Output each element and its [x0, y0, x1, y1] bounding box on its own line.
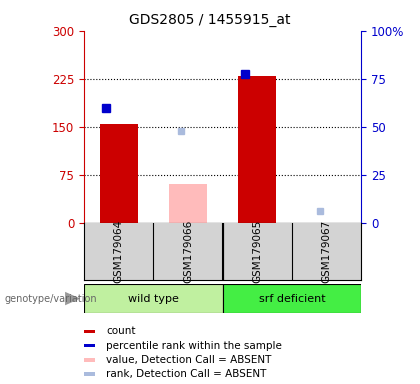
Text: value, Detection Call = ABSENT: value, Detection Call = ABSENT	[106, 355, 272, 365]
Text: GSM179067: GSM179067	[322, 220, 331, 283]
Bar	[100, 124, 138, 223]
Text: srf deficient: srf deficient	[259, 293, 325, 304]
Text: GSM179064: GSM179064	[114, 220, 123, 283]
Text: genotype/variation: genotype/variation	[4, 293, 97, 304]
Bar	[84, 358, 95, 362]
Bar	[84, 329, 95, 333]
Text: rank, Detection Call = ABSENT: rank, Detection Call = ABSENT	[106, 369, 267, 379]
Text: GDS2805 / 1455915_at: GDS2805 / 1455915_at	[129, 13, 291, 27]
Bar	[84, 284, 223, 313]
Text: percentile rank within the sample: percentile rank within the sample	[106, 341, 282, 351]
Polygon shape	[65, 292, 80, 305]
Text: count: count	[106, 326, 136, 336]
Bar	[84, 344, 95, 348]
Bar	[84, 372, 95, 376]
Text: GSM179065: GSM179065	[252, 220, 262, 283]
Bar	[169, 184, 207, 223]
Text: GSM179066: GSM179066	[183, 220, 193, 283]
Bar	[223, 284, 361, 313]
Text: wild type: wild type	[128, 293, 179, 304]
Bar	[238, 76, 276, 223]
